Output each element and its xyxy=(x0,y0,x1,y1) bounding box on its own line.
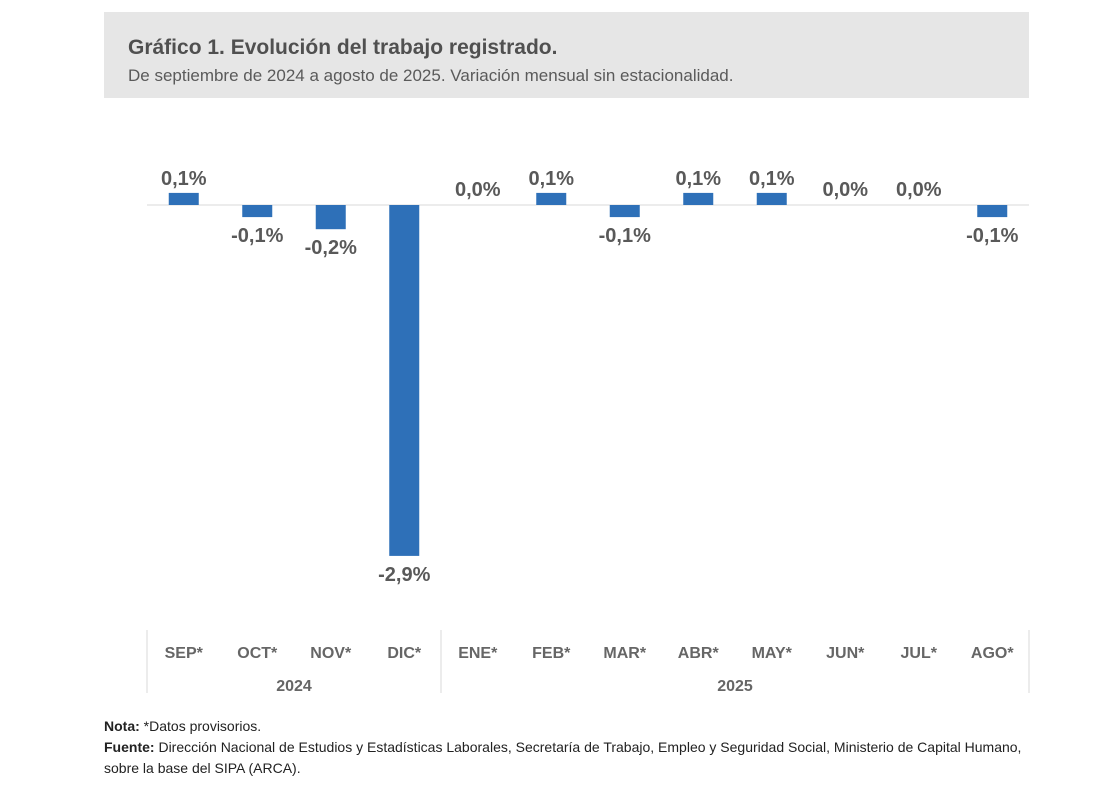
bar-abr xyxy=(683,192,714,205)
note-text: *Datos provisorios. xyxy=(139,718,262,734)
category-label: MAY* xyxy=(752,645,793,662)
data-label: -2,9% xyxy=(378,564,430,586)
chart-subtitle: De septiembre de 2024 a agosto de 2025. … xyxy=(128,66,734,85)
data-label: -0,1% xyxy=(966,225,1018,247)
category-label: MAR* xyxy=(603,645,646,662)
data-label: -0,1% xyxy=(599,225,651,247)
bar-chart: 0,1% SEP* -0,1% OCT* -0,2% NOV* -2,9% DIC* 0,0% E… xyxy=(146,168,1030,695)
bar-dic xyxy=(389,205,420,556)
note-label: Nota: xyxy=(104,718,140,734)
bar-sep xyxy=(168,192,199,205)
bar-feb xyxy=(536,192,567,205)
category-label: DIC* xyxy=(387,645,422,662)
data-label: 0,1% xyxy=(528,168,574,190)
chart-notes: Nota: *Datos provisorios. Fuente: Direcc… xyxy=(104,716,1044,779)
data-label: 0,1% xyxy=(675,168,721,190)
chart-title: Gráfico 1. Evolución del trabajo registr… xyxy=(128,36,558,59)
year-label: 2024 xyxy=(276,678,312,695)
data-label: 0,0% xyxy=(896,179,942,201)
category-label: SEP* xyxy=(165,645,204,662)
category-label: JUN* xyxy=(826,645,865,662)
category-label: ABR* xyxy=(678,645,720,662)
source-line: Fuente: Dirección Nacional de Estudios y… xyxy=(104,737,1044,779)
category-label: NOV* xyxy=(310,645,352,662)
bar-oct xyxy=(242,205,273,218)
data-label: 0,0% xyxy=(822,179,868,201)
bar-mar xyxy=(609,205,640,218)
category-label: FEB* xyxy=(532,645,571,662)
source-label: Fuente: xyxy=(104,739,155,755)
source-text: Dirección Nacional de Estudios y Estadís… xyxy=(104,739,1022,776)
data-label: -0,1% xyxy=(231,225,283,247)
note-line: Nota: *Datos provisorios. xyxy=(104,716,1044,737)
data-label: 0,1% xyxy=(161,168,207,190)
category-label: JUL* xyxy=(901,645,938,662)
category-label: ENE* xyxy=(458,645,498,662)
bar-ago xyxy=(977,205,1008,218)
chart-header: Gráfico 1. Evolución del trabajo registr… xyxy=(104,12,1029,98)
bar-may xyxy=(756,192,787,205)
data-label: -0,2% xyxy=(305,237,357,259)
data-label: 0,1% xyxy=(749,168,795,190)
category-label: AGO* xyxy=(971,645,1014,662)
year-label: 2025 xyxy=(717,678,753,695)
bar-nov xyxy=(315,205,346,230)
category-label: OCT* xyxy=(237,645,278,662)
data-label: 0,0% xyxy=(455,179,501,201)
